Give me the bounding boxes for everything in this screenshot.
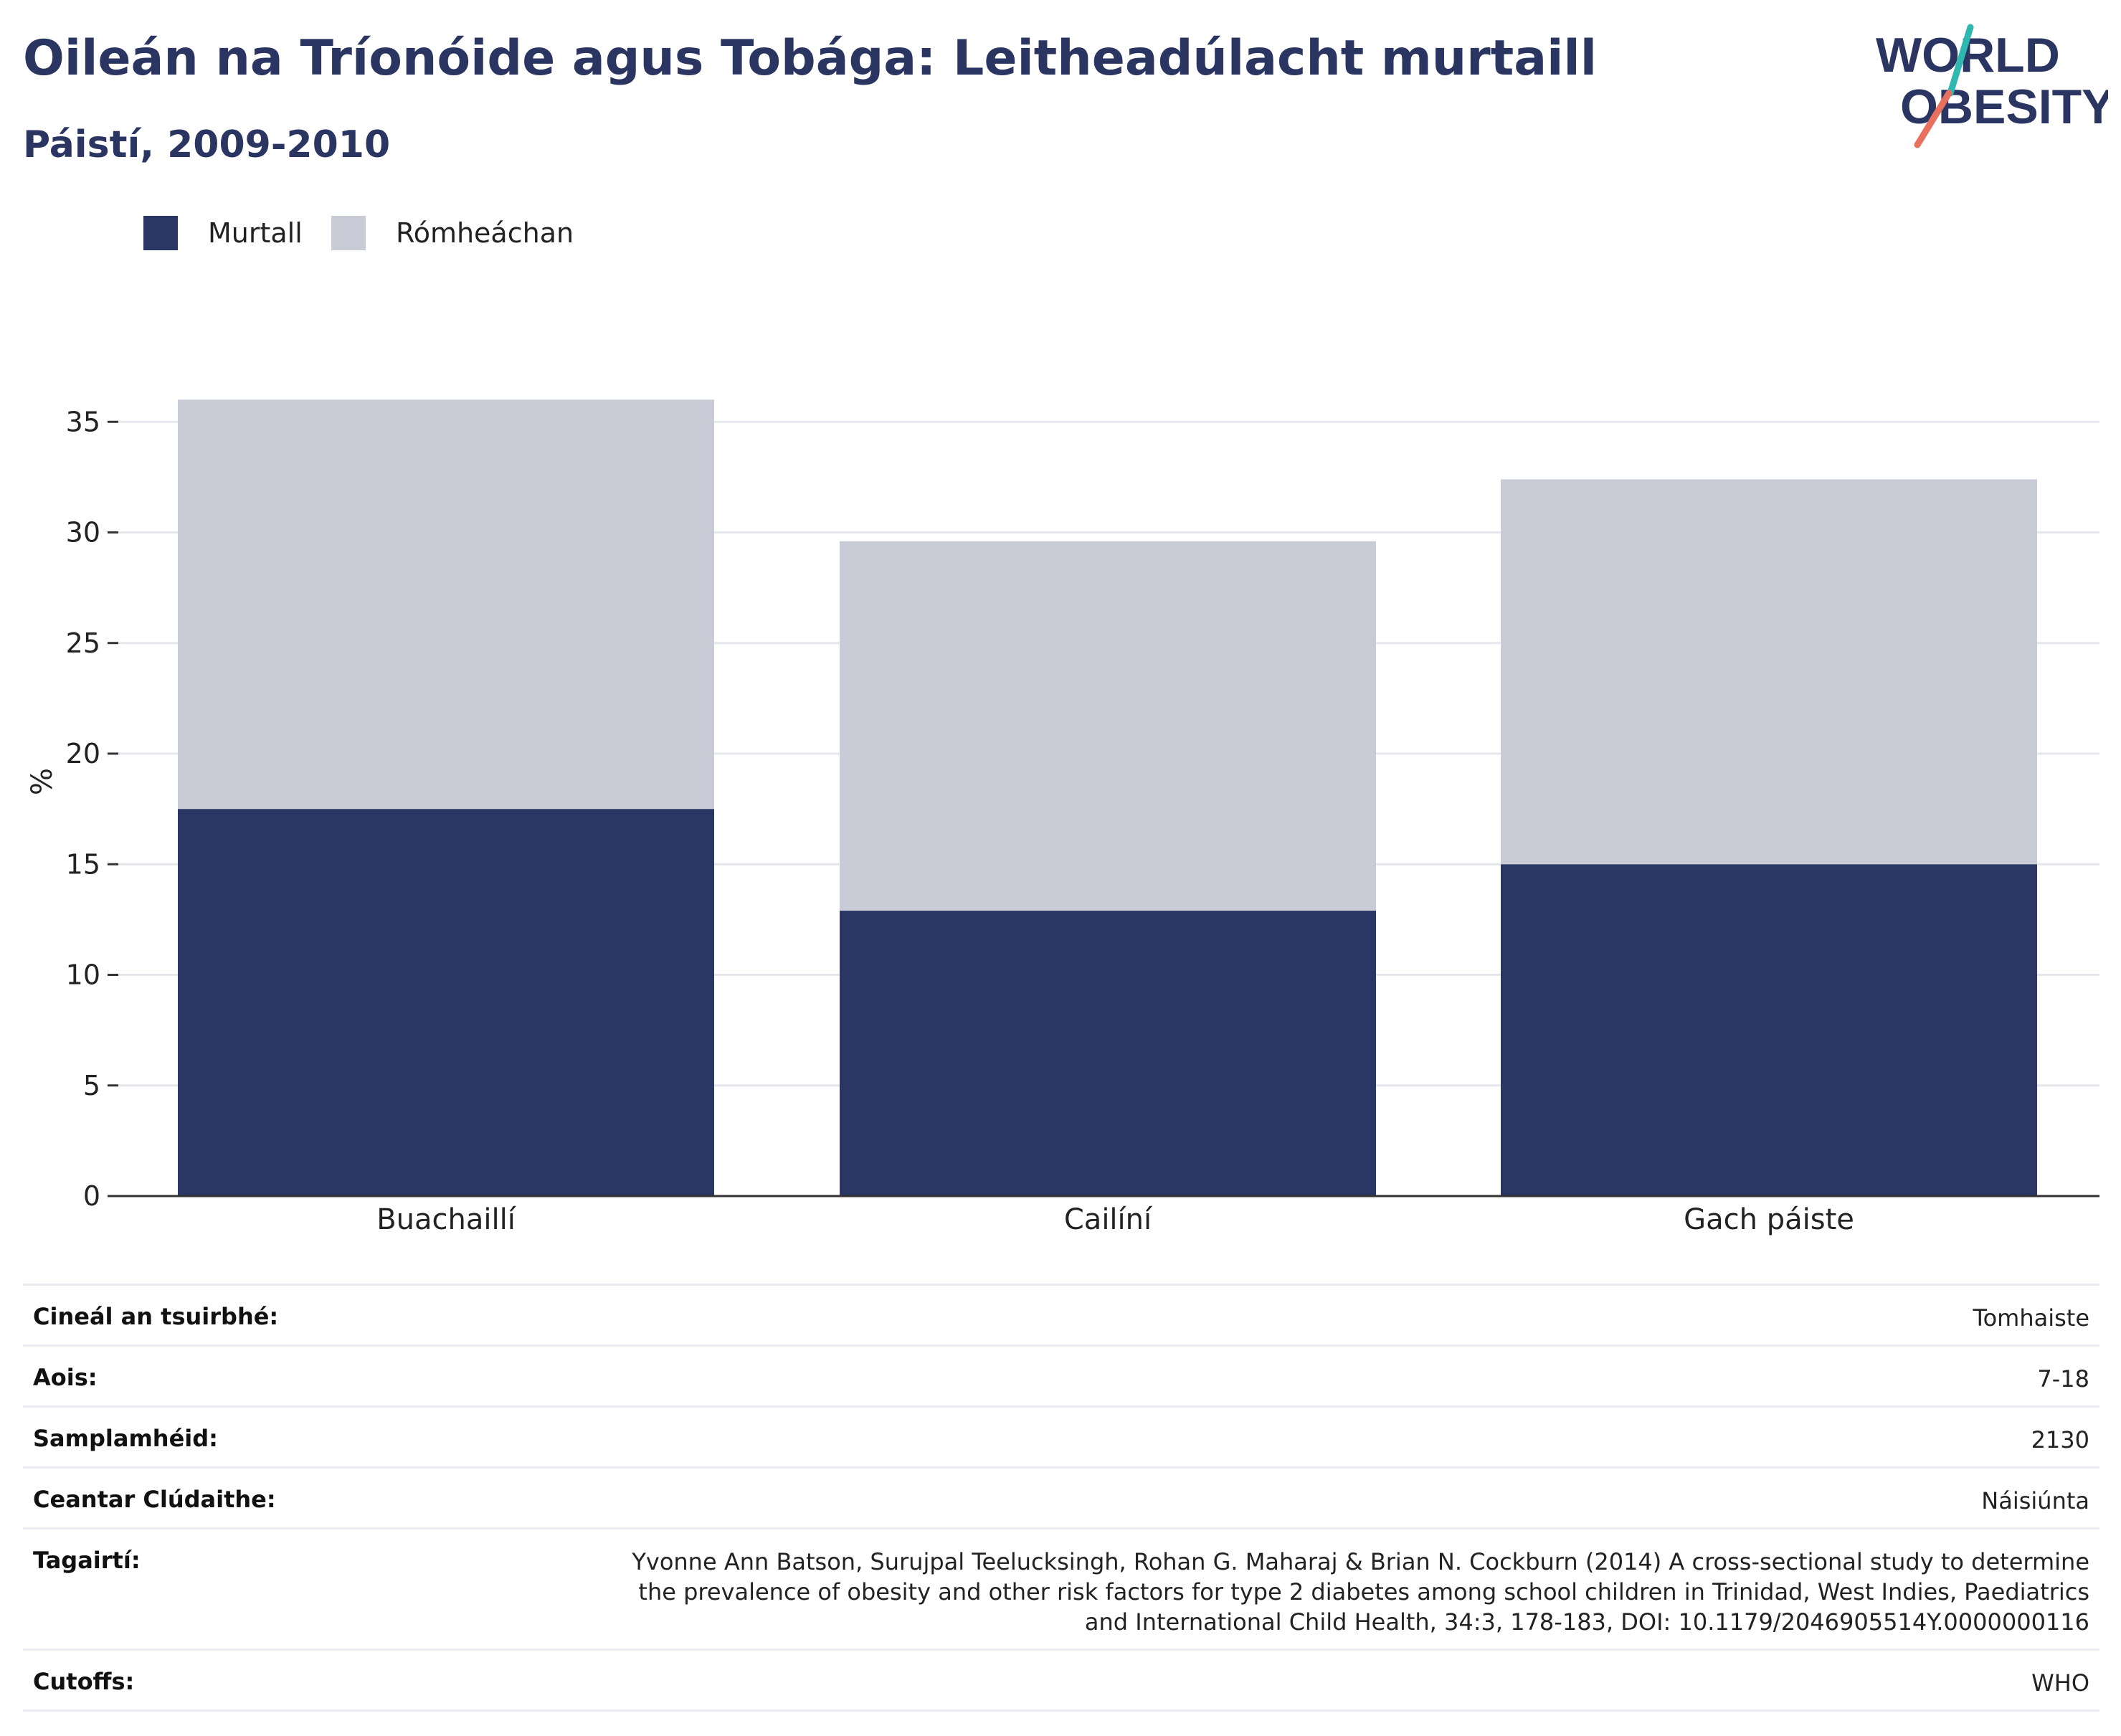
legend-item-obese: Murtall <box>143 212 303 255</box>
info-row: Ceantar Clúdaithe: Náisiúnta <box>23 1466 2099 1527</box>
info-value: 7-18 <box>2037 1365 2089 1393</box>
info-value: Tomhaiste <box>1973 1304 2089 1332</box>
legend-label-obese: Murtall <box>208 217 303 249</box>
info-label: Cutoffs: <box>33 1668 135 1695</box>
bar-obese <box>1501 864 2037 1196</box>
info-row: Aois: 7-18 <box>23 1344 2099 1405</box>
info-label: Aois: <box>33 1364 98 1391</box>
logo-line-obesity: OBESITY <box>1900 80 2108 134</box>
logo-slash-teal <box>1947 24 1974 97</box>
info-label: Cineál an tsuirbhé: <box>33 1303 279 1330</box>
y-tick-label: 0 <box>83 1180 100 1212</box>
bar-overweight <box>840 541 1376 911</box>
y-tick-label: 35 <box>66 406 100 437</box>
x-tick-label: Gach páiste <box>1684 1203 1854 1236</box>
chart-subtitle: Páistí, 2009-2010 <box>23 123 391 166</box>
info-row: Cutoffs: WHO <box>23 1649 2099 1712</box>
info-reference: Yvonne Ann Batson, Surujpal Teelucksingh… <box>632 1548 2089 1636</box>
logo-slash-coral <box>1914 90 1952 148</box>
bar-overweight <box>178 399 714 810</box>
info-row: Cineál an tsuirbhé: Tomhaiste <box>23 1284 2099 1344</box>
y-tick-label: 20 <box>66 738 100 769</box>
info-row: Samplamhéid: 2130 <box>23 1405 2099 1466</box>
info-value: Náisiúnta <box>1981 1487 2089 1514</box>
legend-swatch-overweight <box>331 216 366 250</box>
x-tick-label: Buachaillí <box>376 1203 517 1236</box>
info-label: Ceantar Clúdaithe: <box>33 1486 276 1513</box>
x-tick-label: Cailíní <box>1064 1203 1153 1236</box>
legend-swatch-obese <box>143 216 178 250</box>
legend-label-overweight: Rómheáchan <box>396 217 574 249</box>
world-obesity-logo: WORLD OBESITY <box>1876 24 2108 148</box>
y-tick-label: 25 <box>66 627 100 659</box>
y-axis-label: % <box>26 768 59 795</box>
x-axis-labels: Buachaillí Cailíní Gach páiste <box>376 1203 1854 1236</box>
stacked-bar-chart: 0 5 10 15 20 25 30 35 Buachaillí Cailíní Gach pái… <box>26 399 2099 1236</box>
bar-obese <box>840 911 1376 1196</box>
y-tick-label: 15 <box>66 848 100 880</box>
info-label: Samplamhéid: <box>33 1425 218 1452</box>
legend-item-overweight: Rómheáchan <box>331 212 574 255</box>
info-label: Tagairtí: <box>33 1547 141 1574</box>
info-value: WHO <box>2031 1669 2089 1697</box>
bar-obese <box>178 809 714 1196</box>
y-axis-ticks: 0 5 10 15 20 25 30 35 <box>66 406 118 1212</box>
info-value: 2130 <box>2031 1426 2089 1453</box>
chart-title: Oileán na Tríonóide agus Tobága: Leithea… <box>23 30 1598 87</box>
info-row: Tagairtí: Yvonne Ann Batson, Surujpal Tee… <box>23 1527 2099 1649</box>
bars <box>178 399 2037 1196</box>
bar-overweight <box>1501 479 2037 865</box>
y-tick-label: 30 <box>66 517 100 549</box>
info-table: Cineál an tsuirbhé: Tomhaiste Aois: 7-18 Sam… <box>23 1284 2099 1712</box>
y-tick-label: 10 <box>66 959 100 991</box>
y-tick-label: 5 <box>83 1070 100 1101</box>
